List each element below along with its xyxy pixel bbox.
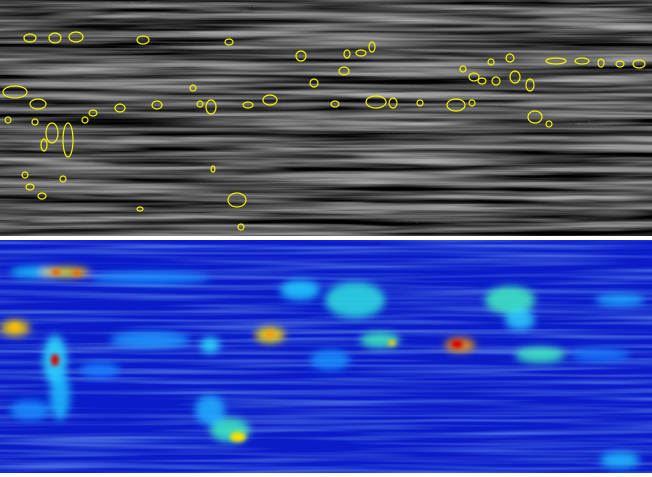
fault-outline: [189, 84, 197, 92]
fault-outline: [309, 78, 319, 88]
fault-outline: [545, 120, 553, 128]
fault-outline: [574, 57, 590, 65]
fault-outline: [365, 95, 387, 109]
hotspot: [600, 452, 640, 468]
fault-outline: [136, 206, 144, 212]
fault-outline: [487, 58, 495, 66]
fault-outline: [527, 110, 543, 124]
fault-outline: [355, 49, 367, 57]
fault-outline: [242, 101, 254, 109]
fault-outline: [468, 72, 480, 82]
fault-outline: [632, 59, 646, 69]
fault-outlines: [2, 31, 646, 231]
fault-outline: [31, 118, 39, 126]
hotspot: [110, 332, 190, 348]
seismic-panel: [0, 0, 652, 236]
fault-outline: [416, 99, 424, 107]
fault-outline: [468, 99, 476, 107]
hotspot: [90, 272, 210, 284]
hotspot-peak: [73, 270, 81, 276]
hotspot-peak: [388, 340, 396, 346]
hotspot: [360, 332, 400, 348]
hotspot: [310, 350, 350, 370]
fault-outline: [545, 57, 567, 65]
hotspot: [570, 349, 630, 361]
hotspot: [485, 286, 535, 314]
fault-outline: [491, 76, 501, 86]
fault-outline: [459, 65, 467, 73]
fault-outline: [25, 183, 35, 191]
fault-outline: [368, 41, 376, 53]
fault-outline: [196, 100, 204, 108]
hotspot-peak: [10, 323, 20, 331]
fault-outline: [151, 100, 163, 110]
hotspot: [325, 282, 385, 318]
hotspot: [80, 362, 120, 378]
fault-outline: [295, 50, 307, 62]
fault-outline: [68, 31, 84, 43]
hotspot: [515, 347, 565, 363]
fault-outline: [477, 77, 487, 85]
fault-outline: [330, 100, 340, 108]
fault-outline: [237, 223, 245, 231]
fault-outline: [81, 116, 89, 124]
fault-outline: [2, 85, 28, 99]
fault-outline: [62, 122, 74, 158]
fault-outline: [23, 33, 37, 43]
seismic-bright-reflectors: [0, 0, 652, 236]
fault-outline: [45, 122, 59, 144]
fault-outline: [88, 109, 98, 117]
fault-outline: [615, 60, 625, 68]
fault-outline: [48, 32, 62, 44]
fault-outline: [525, 78, 535, 92]
fault-outline: [4, 116, 12, 124]
hotspot: [200, 337, 220, 353]
hotspot: [50, 370, 70, 420]
fault-outline: [509, 70, 521, 84]
hotspot: [280, 280, 320, 300]
fault-outline: [224, 38, 234, 46]
hotspot: [40, 267, 90, 277]
hotspot-peak: [451, 340, 463, 348]
fault-outline: [40, 138, 48, 152]
fault-outline: [446, 98, 466, 112]
fault-outline: [343, 49, 351, 59]
hotspot: [595, 294, 645, 306]
hotspot-peak: [52, 269, 60, 275]
fault-outline: [505, 53, 515, 63]
fault-outline: [59, 175, 67, 183]
fault-outline: [262, 94, 278, 106]
fault-outline: [205, 99, 217, 115]
fault-outline: [227, 192, 247, 208]
hotspot: [505, 310, 535, 330]
fault-outline: [388, 97, 398, 109]
heatmap-panel: [0, 240, 652, 473]
fault-outline: [37, 192, 47, 200]
hotspot-peak: [266, 331, 274, 337]
hotspot: [195, 395, 225, 425]
fault-outline: [136, 35, 150, 45]
hotspot: [10, 400, 50, 420]
fault-outline: [29, 98, 47, 110]
heatmap-hotspots: [0, 266, 645, 468]
fault-outline: [210, 165, 216, 173]
fault-outline: [597, 58, 605, 68]
fault-outline: [338, 66, 350, 76]
hotspot-peak: [51, 354, 59, 366]
hotspot-peak: [230, 432, 246, 442]
heatmap-peaks: [10, 269, 463, 442]
fault-outline: [114, 103, 126, 113]
fault-outline: [21, 171, 29, 179]
